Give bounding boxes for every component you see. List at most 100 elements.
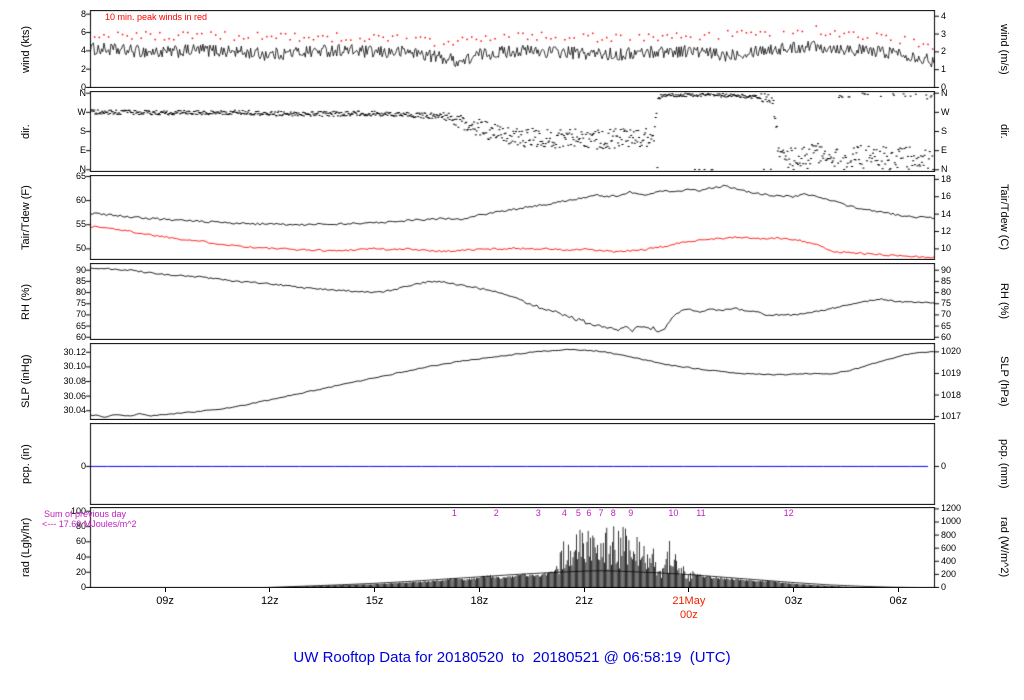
radiation-right-axis-title: rad (W/m^2) [998, 517, 1010, 578]
rad-ytick-right-800: 800 [941, 529, 957, 540]
rh-ytick-right-65: 65 [941, 320, 952, 331]
wind-ytick-left-0: 0 [80, 82, 86, 92]
wind-ytick-right-2: 2 [941, 46, 947, 57]
radiation-event-marker-8: 8 [610, 508, 616, 518]
dir-ytick-right-S: S [941, 126, 948, 136]
tair-tdew-ytick-right-14: 14 [941, 208, 952, 219]
rh-ytick-right-90: 90 [941, 264, 952, 275]
dir-ytick-right-N: N [941, 87, 948, 98]
rad-annotation-0: Sum of previous day [44, 509, 127, 519]
direction-annotations [82, 91, 943, 172]
wind-tick-labels: 0 2 4 6 8 0 1 2 3 4 [81, 9, 946, 92]
rad-ytick-left-20: 20 [75, 566, 86, 577]
pressure-tick-labels: 30.04 30.06 30.08 30.10 30.12 1017 1018 1019 102… [63, 343, 961, 421]
rh-ytick-left-80: 80 [75, 287, 86, 298]
dir-ytick-left-E: E [79, 145, 86, 156]
rad-ytick-right-200: 200 [941, 568, 957, 579]
x-label-21May: 21May [672, 595, 706, 607]
rh-ytick-left-75: 75 [75, 298, 86, 309]
rh-ytick-left-65: 65 [75, 320, 86, 331]
x-tickmark-06z [897, 588, 899, 592]
rad-annotation-1: <--- 17.69 MJoules/m^2 [42, 519, 137, 529]
pcp-ytick-right-0: 0 [941, 460, 947, 471]
slp-ytick-right-1017: 1017 [941, 411, 962, 422]
radiation-event-marker-10: 10 [668, 508, 679, 518]
radiation-event-marker-3: 3 [535, 508, 541, 518]
pressure-left-axis-title: SLP (inHg) [20, 354, 32, 409]
x-label-09z: 09z [156, 595, 174, 607]
dir-ytick-left-N: N [79, 87, 87, 98]
temperature-tick-labels: 50 55 60 65 10 12 14 16 18 [76, 171, 951, 260]
radiation-event-marker-1: 1 [451, 508, 457, 518]
slp-ytick-left-30.10: 30.10 [63, 361, 86, 372]
rad-ytick-left-60: 60 [75, 536, 86, 547]
tair-tdew-ytick-left-60: 60 [75, 195, 86, 206]
x-axis: 09z 12z 15z 18z 21z 21May 00z 03z 06z [82, 588, 943, 634]
panel-temperature: Tair/Tdew (F) Tair/Tdew (C) 50 55 60 65 10 12… [20, 171, 1010, 260]
tair-tdew-ytick-right-16: 16 [941, 191, 952, 202]
temperature-left-axis-title: Tair/Tdew (F) [20, 185, 32, 250]
x-label-15z: 15z [365, 595, 384, 607]
slp-ytick-right-1020: 1020 [941, 346, 962, 357]
pressure-annotations [82, 343, 943, 420]
slp-ytick-left-30.06: 30.06 [63, 390, 86, 401]
x-tickmark-12z [269, 588, 271, 592]
x-label-21z: 21z [575, 595, 593, 607]
precipitation-right-axis-title: pcp. (mm) [998, 439, 1010, 489]
slp-ytick-left-30.08: 30.08 [63, 376, 86, 386]
x-label-06z: 06z [889, 595, 908, 607]
temperature-right-axis-title: Tair/Tdew (C) [998, 184, 1010, 251]
radiation-event-marker-4: 4 [561, 508, 567, 518]
rh-ytick-right-70: 70 [941, 309, 952, 320]
direction-right-axis-title: dir. [998, 124, 1010, 139]
dir-ytick-left-N: N [79, 164, 87, 175]
wind-ytick-right-3: 3 [941, 28, 947, 39]
temperature-plot-canvas [82, 175, 943, 260]
rad-ytick-left-100: 100 [70, 505, 86, 516]
wind-left-axis-title: wind (kts) [20, 25, 32, 73]
x-label-00z: 00z [679, 609, 698, 621]
slp-ytick-left-30.04: 30.04 [63, 405, 86, 416]
rh-ytick-left-70: 70 [75, 309, 86, 320]
x-tickmark-21z [583, 588, 585, 592]
humidity-left-axis-title: RH (%) [20, 283, 32, 320]
dir-ytick-left-S: S [79, 126, 86, 136]
radiation-event-marker-12: 12 [783, 508, 794, 518]
radiation-event-marker-9: 9 [628, 508, 634, 518]
radiation-event-marker-11: 11 [696, 508, 706, 518]
rad-ytick-left-0: 0 [80, 582, 86, 592]
radiation-annotations: Sum of previous day <--- 17.69 MJoules/m^… [42, 507, 943, 588]
rad-ytick-right-400: 400 [941, 555, 957, 566]
dir-ytick-right-N: N [941, 164, 948, 175]
tair-tdew-ytick-right-18: 18 [941, 173, 952, 184]
tair-tdew-ytick-left-65: 65 [75, 170, 86, 181]
rh-ytick-right-75: 75 [941, 298, 952, 309]
tair-tdew-ytick-right-12: 12 [941, 226, 952, 236]
precipitation-plot-canvas [82, 423, 943, 505]
panel-humidity: RH (%) RH (%) 60 65 70 75 80 85 90 60 65 70 75 80 85… [20, 263, 1010, 342]
slp-ytick-left-30.12: 30.12 [63, 346, 86, 357]
radiation-plot-canvas [82, 507, 943, 588]
humidity-right-axis-title: RH (%) [998, 283, 1010, 320]
wind-annotation-0: 10 min. peak winds in red [105, 12, 208, 22]
panel-radiation: rad (Lgly/hr) rad (W/m^2) 0 20 40 60 80 100 0 2… [20, 503, 1010, 592]
x-label-12z: 12z [260, 595, 279, 607]
wind-ytick-left-4: 4 [80, 45, 86, 56]
rad-ytick-right-1000: 1000 [941, 516, 962, 527]
direction-plot-canvas [82, 91, 943, 172]
pressure-right-axis-title: SLP (hPa) [998, 356, 1010, 407]
tair-tdew-ytick-right-10: 10 [941, 243, 952, 254]
radiation-tick-labels: 0 20 40 60 80 100 0 200 400 600 800 1000 1200 [71, 503, 961, 592]
x-tickmark-09z [164, 588, 166, 592]
direction-left-axis-title: dir. [20, 124, 32, 139]
rad-ytick-right-1200: 1200 [941, 503, 962, 514]
wind-ytick-right-1: 1 [941, 64, 947, 75]
rh-ytick-left-60: 60 [75, 331, 86, 342]
rad-ytick-right-600: 600 [941, 542, 957, 553]
radiation-event-marker-2: 2 [493, 508, 499, 518]
wind-ytick-left-6: 6 [80, 27, 86, 37]
radiation-event-marker-7: 7 [598, 508, 604, 518]
